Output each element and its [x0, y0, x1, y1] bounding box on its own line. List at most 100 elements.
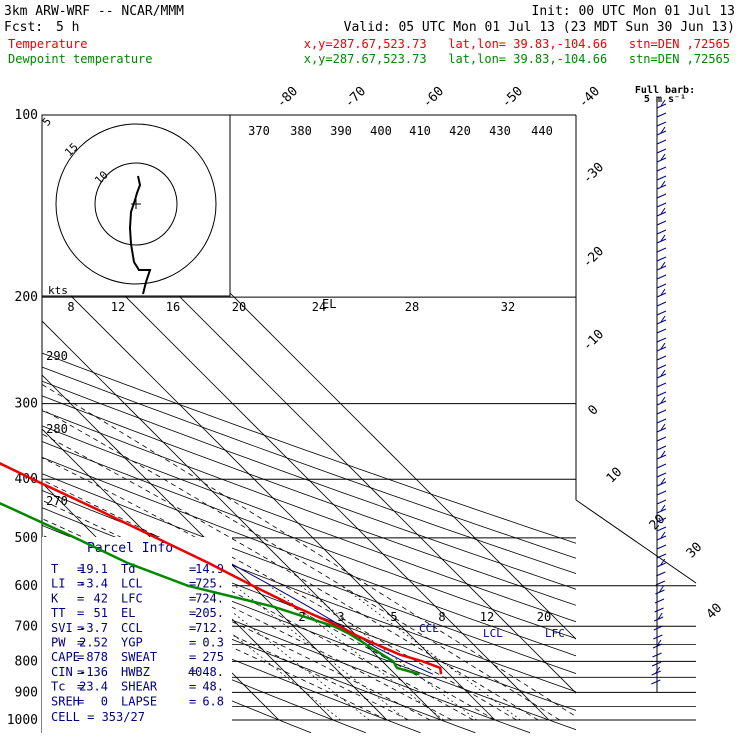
parcel-key: EL	[121, 606, 135, 620]
temperature-tick-label: 20	[647, 512, 669, 534]
temp-series-info: x,y=287.67,523.73 lat,lon= 39.83,-104.66…	[304, 37, 730, 51]
hodo-axis-tick: 20	[232, 300, 246, 314]
wind-barb	[653, 612, 664, 622]
theta-label: 400	[370, 124, 392, 138]
init-time: Init: 00 UTC Mon 01 Jul 13	[532, 4, 736, 19]
theta-label: 380	[290, 124, 312, 138]
hodo-axis-tick: 12	[111, 300, 125, 314]
wind-barb	[656, 310, 667, 316]
hodo-axis-tick: 24	[312, 300, 326, 314]
parcel-value: 42	[94, 591, 108, 605]
temperature-tick-label: -70	[342, 84, 369, 111]
wind-barb	[656, 423, 667, 433]
wind-barb	[656, 126, 667, 136]
wind-barb	[652, 652, 662, 658]
dew-series-label: Dewpoint temperature	[8, 52, 153, 66]
wind-barb	[656, 504, 667, 514]
moist-adiabat	[42, 457, 517, 721]
parcel-eq: =	[77, 591, 84, 605]
parcel-key: CIN	[51, 665, 73, 679]
pressure-tick-label: 100	[15, 108, 38, 123]
temperature-tick-label: -50	[499, 84, 526, 111]
mixing-ratio-line	[300, 585, 478, 721]
wind-barb	[656, 234, 667, 244]
wind-barb	[656, 288, 667, 298]
wind-barb	[651, 666, 661, 676]
el-marker: EL	[322, 297, 336, 311]
wind-barb-column: Full barb: 5 m s⁻¹	[635, 85, 695, 692]
parcel-key: HWBZ	[121, 665, 150, 679]
parcel-value: 14.9	[195, 562, 224, 576]
parcel-value: 725.	[195, 577, 224, 591]
wind-barb	[656, 450, 667, 460]
parcel-value: 4048.	[188, 665, 224, 679]
temperature-tick-label: 30	[684, 540, 706, 562]
wind-barb	[656, 247, 667, 253]
hodograph: 5 10 15 kts	[40, 114, 231, 297]
parcel-eq: =	[77, 562, 84, 576]
lfc-marker: LFC	[545, 627, 565, 640]
wind-barb	[656, 193, 667, 199]
dry-adiabat	[42, 456, 576, 657]
parcel-eq: =	[77, 650, 84, 664]
wind-barb	[656, 220, 667, 226]
parcel-value: 19.1	[79, 562, 108, 576]
pressure-tick-label: 500	[15, 531, 38, 546]
parcel-value: 6.8	[202, 694, 224, 708]
dry-adiabat	[42, 440, 576, 640]
temperature-tick-label: 40	[704, 601, 726, 623]
wind-barb	[656, 207, 667, 217]
parcel-value: 23.4	[79, 680, 108, 694]
parcel-key: CAPE	[51, 650, 80, 664]
wind-barb	[656, 445, 667, 451]
wind-barb	[653, 625, 663, 631]
parcel-key: Tc	[51, 680, 65, 694]
parcel-key: YGP	[121, 636, 143, 650]
parcel-value: 878	[86, 650, 108, 664]
parcel-info-row: K 42 LFC 724.= =	[51, 591, 224, 605]
wind-barb	[656, 256, 667, 262]
parcel-eq: =	[77, 636, 84, 650]
parcel-eq: =	[189, 680, 196, 694]
wind-barb	[656, 139, 667, 145]
isotherm	[0, 115, 9, 720]
wind-barb	[656, 301, 667, 307]
parcel-value: -3.4	[79, 577, 108, 591]
wind-barb	[656, 121, 667, 127]
wind-barb	[656, 531, 667, 541]
temperature-tick-label: 10	[604, 465, 626, 487]
parcel-eq: =	[189, 577, 196, 591]
mixing-ratio-label: 5	[390, 610, 397, 624]
parcel-eq: =	[189, 562, 196, 576]
parcel-key: LFC	[121, 591, 143, 605]
hodo-axis-tick: 8	[67, 300, 74, 314]
theta-label: 390	[330, 124, 352, 138]
mixing-ratio-label: 20	[537, 610, 551, 624]
wind-barb	[656, 274, 667, 280]
isotherm	[42, 428, 334, 721]
theta-label: 420	[449, 124, 471, 138]
parcel-info-row: CIN -136 HWBZ 4048.= =	[51, 665, 224, 679]
hodo-units: kts	[48, 284, 68, 297]
barb-legend-title: Full barb:	[635, 85, 695, 96]
wind-barb	[656, 382, 667, 388]
wind-barb	[656, 499, 667, 505]
wind-barb	[656, 175, 667, 181]
wind-barb	[656, 477, 667, 487]
theta-label: 280	[46, 422, 68, 436]
wind-barb	[656, 283, 667, 289]
lcl-marker: LCL	[483, 627, 503, 640]
parcel-eq: =	[77, 665, 84, 679]
wind-barb	[654, 607, 664, 613]
parcel-key: PW	[51, 636, 66, 650]
wind-barb	[656, 166, 667, 172]
valid-time: Valid: 05 UTC Mon 01 Jul 13 (23 MDT Sun …	[344, 20, 735, 35]
wind-barb	[656, 490, 667, 496]
temperature-tick-label: -30	[580, 160, 607, 187]
parcel-eq: =	[189, 665, 196, 679]
parcel-value: 205.	[195, 606, 224, 620]
hodo-axis-tick: 28	[405, 300, 419, 314]
parcel-eq: =	[77, 606, 84, 620]
theta-label: 440	[531, 124, 553, 138]
